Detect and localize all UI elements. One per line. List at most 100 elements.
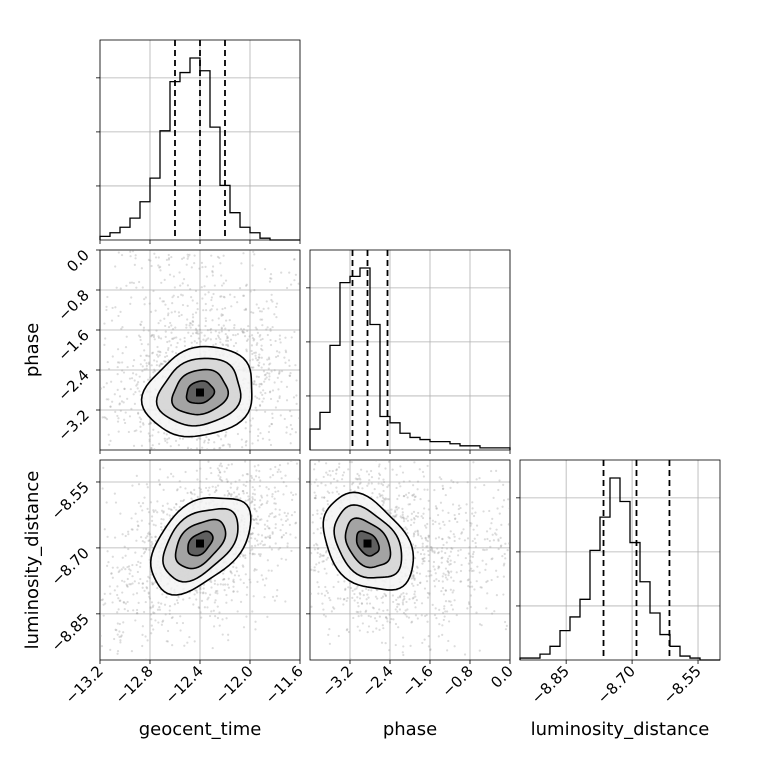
- scatter-point: [151, 351, 155, 354]
- scatter-point: [342, 603, 345, 606]
- scatter-point: [430, 574, 433, 577]
- scatter-point: [412, 521, 416, 524]
- scatter-point: [226, 480, 229, 483]
- scatter-point: [409, 523, 413, 527]
- scatter-point: [204, 309, 208, 312]
- scatter-point: [478, 649, 481, 652]
- scatter-point: [402, 480, 405, 483]
- scatter-point: [219, 338, 222, 341]
- scatter-point: [260, 496, 264, 499]
- scatter-point: [226, 339, 230, 343]
- scatter-point: [326, 499, 329, 503]
- scatter-point: [251, 610, 254, 613]
- scatter-point: [219, 476, 222, 479]
- scatter-point: [114, 265, 117, 268]
- scatter-point: [489, 527, 492, 530]
- scatter-point: [472, 528, 475, 531]
- scatter-point: [116, 633, 119, 636]
- scatter-point: [422, 557, 425, 561]
- scatter-point: [226, 583, 229, 586]
- scatter-point: [351, 596, 354, 599]
- scatter-point: [493, 610, 496, 613]
- scatter-point: [233, 324, 236, 327]
- scatter-point: [274, 542, 277, 545]
- scatter-point: [328, 469, 331, 473]
- scatter-point: [224, 433, 227, 437]
- scatter-point: [217, 336, 221, 339]
- scatter-point: [186, 284, 190, 287]
- scatter-point: [186, 448, 189, 450]
- scatter-point: [133, 580, 136, 583]
- scatter-point: [273, 313, 276, 316]
- scatter-point: [322, 475, 325, 479]
- scatter-point: [425, 526, 428, 529]
- scatter-point: [467, 562, 470, 565]
- scatter-point: [240, 438, 243, 441]
- scatter-point: [168, 514, 171, 517]
- scatter-point: [143, 349, 146, 352]
- scatter-point: [262, 363, 265, 366]
- scatter-point: [220, 274, 223, 277]
- scatter-point: [222, 254, 225, 257]
- scatter-point: [256, 515, 259, 518]
- scatter-point: [474, 541, 477, 545]
- scatter-point: [121, 361, 124, 364]
- scatter-point: [266, 326, 269, 329]
- scatter-point: [148, 576, 151, 580]
- scatter-point: [326, 473, 329, 476]
- scatter-point: [211, 274, 214, 277]
- scatter-point: [147, 432, 150, 435]
- scatter-point: [266, 358, 269, 361]
- scatter-point: [150, 618, 153, 621]
- scatter-point: [441, 556, 444, 559]
- scatter-point: [376, 589, 379, 592]
- scatter-point: [412, 535, 415, 538]
- scatter-point: [114, 410, 117, 413]
- scatter-point: [402, 653, 405, 657]
- scatter-point: [322, 613, 326, 616]
- scatter-point: [250, 424, 253, 427]
- scatter-point: [129, 569, 132, 572]
- scatter-point: [318, 555, 321, 558]
- scatter-point: [386, 620, 389, 623]
- scatter-point: [370, 589, 373, 592]
- scatter-point: [270, 422, 273, 426]
- scatter-point: [208, 614, 212, 618]
- scatter-point: [106, 360, 109, 364]
- scatter-point: [280, 370, 284, 373]
- scatter-point: [152, 611, 155, 614]
- scatter-point: [331, 469, 334, 473]
- scatter-point: [224, 327, 227, 330]
- scatter-point: [407, 503, 410, 506]
- scatter-point: [227, 639, 230, 642]
- scatter-point: [210, 610, 213, 613]
- scatter-point: [403, 595, 406, 598]
- scatter-point: [258, 403, 262, 407]
- scatter-point: [255, 409, 258, 412]
- scatter-point: [251, 486, 254, 489]
- scatter-point: [434, 572, 437, 575]
- scatter-point: [249, 549, 252, 552]
- scatter-point: [165, 640, 168, 643]
- scatter-point: [448, 555, 451, 558]
- scatter-point: [326, 490, 329, 493]
- scatter-point: [323, 496, 326, 499]
- scatter-point: [123, 580, 126, 583]
- scatter-point: [216, 467, 219, 470]
- scatter-point: [114, 628, 117, 631]
- scatter-point: [444, 589, 448, 592]
- scatter-point: [488, 539, 491, 543]
- scatter-point: [360, 602, 364, 605]
- scatter-point: [284, 474, 287, 477]
- scatter-point: [345, 599, 348, 602]
- scatter-point: [149, 421, 152, 425]
- scatter-point: [429, 546, 433, 549]
- scatter-point: [273, 369, 276, 372]
- scatter-point: [149, 613, 153, 616]
- scatter-point: [286, 518, 289, 521]
- scatter-point: [370, 482, 373, 485]
- scatter-point: [218, 469, 221, 472]
- scatter-point: [221, 633, 224, 636]
- scatter-point: [227, 329, 231, 332]
- scatter-point: [379, 494, 382, 497]
